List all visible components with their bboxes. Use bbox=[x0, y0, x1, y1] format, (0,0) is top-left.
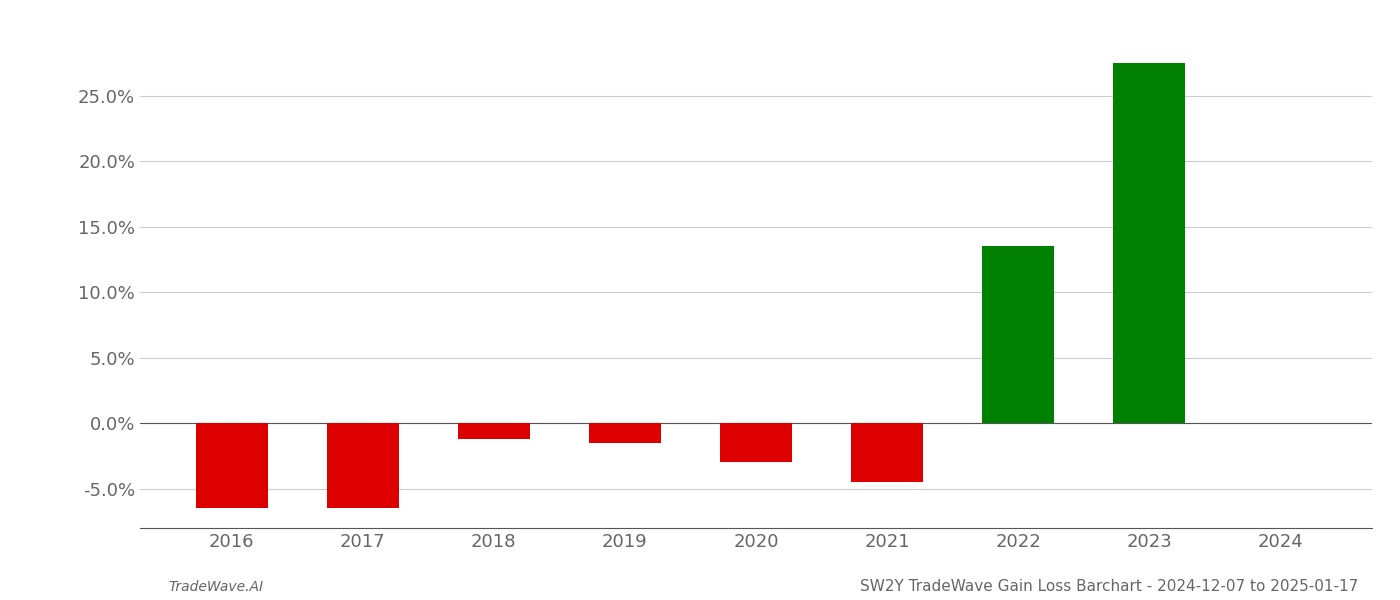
Bar bbox=[326, 423, 399, 508]
Text: SW2Y TradeWave Gain Loss Barchart - 2024-12-07 to 2025-01-17: SW2Y TradeWave Gain Loss Barchart - 2024… bbox=[860, 579, 1358, 594]
Bar bbox=[589, 423, 661, 443]
Bar bbox=[851, 423, 923, 482]
Bar bbox=[981, 246, 1054, 423]
Bar bbox=[1113, 63, 1186, 423]
Bar bbox=[196, 423, 267, 508]
Text: TradeWave.AI: TradeWave.AI bbox=[168, 580, 263, 594]
Bar bbox=[458, 423, 531, 439]
Bar bbox=[720, 423, 792, 463]
